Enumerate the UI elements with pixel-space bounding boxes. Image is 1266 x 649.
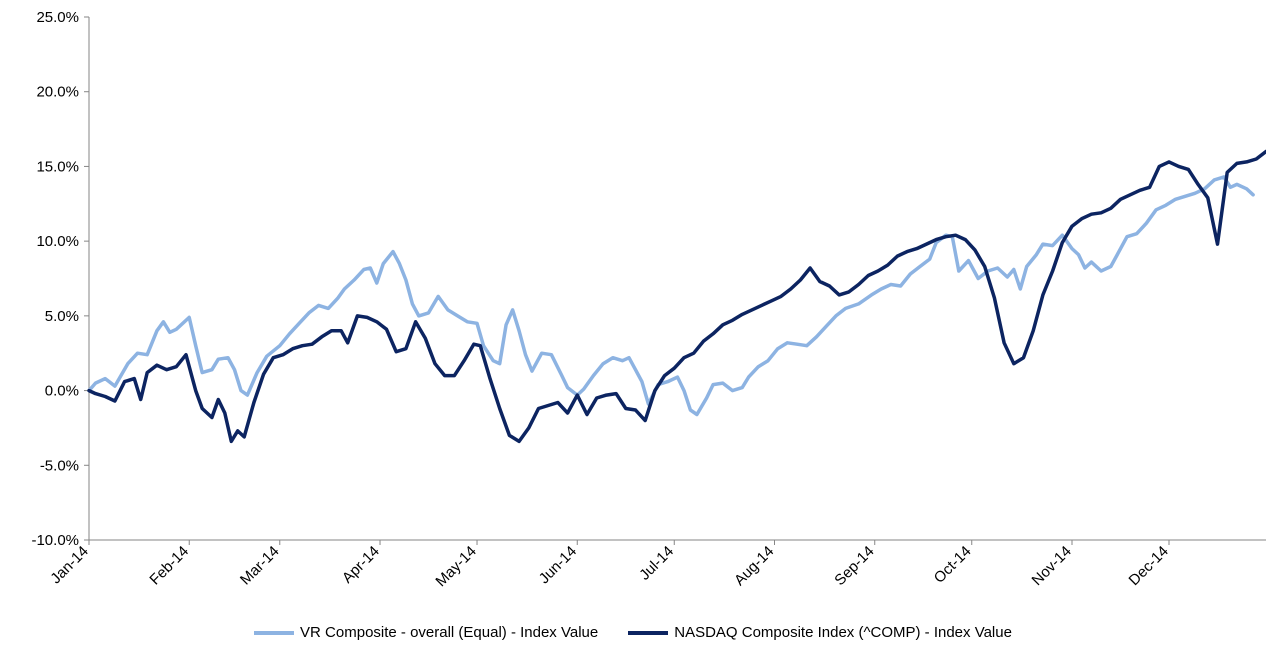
plot-area: -10.0% -5.0% 0.0% 5.0% 10.0% 15.0% 20.0% 25.0% J… bbox=[31, 9, 1266, 590]
x-tick-label: Aug-14 bbox=[731, 543, 777, 589]
legend: VR Composite - overall (Equal) - Index V… bbox=[0, 624, 1266, 641]
x-tick-label: Mar-14 bbox=[237, 543, 283, 589]
x-tick-label: Jan-14 bbox=[47, 543, 91, 587]
legend-label-nasdaq: NASDAQ Composite Index (^COMP) - Index V… bbox=[674, 624, 1012, 641]
line-chart: -10.0% -5.0% 0.0% 5.0% 10.0% 15.0% 20.0% 25.0% J… bbox=[31, 9, 1266, 590]
series-line-nasdaq bbox=[87, 149, 1266, 444]
y-tick-label: 25.0% bbox=[36, 9, 79, 26]
y-tick-label: 20.0% bbox=[36, 84, 79, 101]
legend-item-vr-composite: VR Composite - overall (Equal) - Index V… bbox=[254, 624, 598, 641]
y-tick-label: 15.0% bbox=[36, 158, 79, 175]
legend-label-vr-composite: VR Composite - overall (Equal) - Index V… bbox=[300, 624, 599, 641]
legend-item-nasdaq: NASDAQ Composite Index (^COMP) - Index V… bbox=[628, 624, 1012, 641]
x-tick-label: Feb-14 bbox=[146, 543, 192, 589]
x-tick-label: May-14 bbox=[432, 543, 479, 590]
y-tick-label: -5.0% bbox=[40, 457, 79, 474]
legend-swatch-nasdaq bbox=[628, 630, 669, 635]
y-tick-label: 10.0% bbox=[36, 233, 79, 250]
y-tick-label: 5.0% bbox=[45, 308, 79, 325]
y-tick-label: -10.0% bbox=[31, 532, 79, 549]
x-tick-label: Jun-14 bbox=[536, 543, 580, 587]
x-tick-label: Apr-14 bbox=[339, 543, 383, 587]
x-tick-label: Oct-14 bbox=[931, 543, 975, 587]
x-tick-label: Dec-14 bbox=[1126, 543, 1172, 589]
x-tick-label: Nov-14 bbox=[1029, 543, 1075, 589]
x-tick-label: Sep-14 bbox=[831, 543, 877, 589]
x-tick-label: Jul-14 bbox=[636, 543, 677, 584]
y-tick-label: 0.0% bbox=[45, 383, 79, 400]
legend-swatch-vr-composite bbox=[254, 630, 295, 635]
